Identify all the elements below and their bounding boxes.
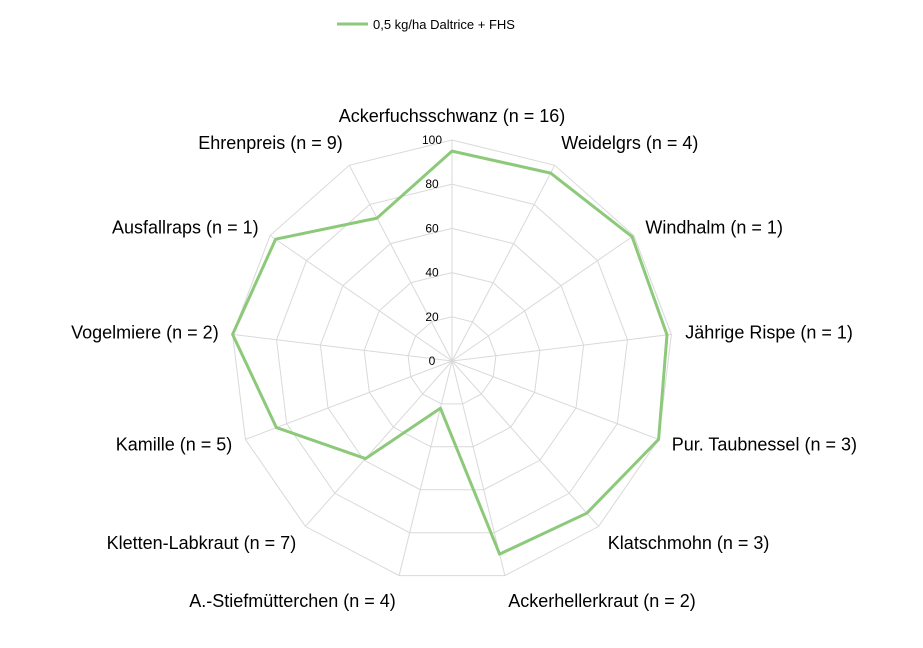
grid-spoke <box>348 165 453 362</box>
grid-spoke <box>451 360 659 440</box>
category-label: Windhalm (n = 1) <box>645 218 783 238</box>
grid-ring-100 <box>232 139 672 577</box>
grid-spoke <box>451 360 506 576</box>
grid-spoke <box>451 165 556 362</box>
grid-spoke <box>269 235 453 362</box>
radial-tick-labels: 0 20 40 60 80 100 <box>422 133 442 368</box>
tick-label: 20 <box>425 310 439 324</box>
category-label: Vogelmiere (n = 2) <box>71 323 219 343</box>
tick-label: 60 <box>425 221 439 235</box>
category-label: Kamille (n = 5) <box>116 434 233 454</box>
grid-spoke <box>232 333 453 362</box>
legend: 0,5 kg/ha Daltrice + FHS <box>337 17 515 32</box>
category-label: Jährige Rispe (n = 1) <box>685 323 853 343</box>
grid-spoke <box>398 360 453 576</box>
category-label: A.-Stiefmütterchen (n = 4) <box>189 591 396 611</box>
tick-label: 40 <box>425 266 439 280</box>
category-label: Kletten-Labkraut (n = 7) <box>107 533 297 553</box>
grid-spoke <box>245 360 453 440</box>
grid-spoke <box>451 235 635 362</box>
category-label: Pur. Taubnessel (n = 3) <box>672 434 857 454</box>
tick-label: 0 <box>429 354 436 368</box>
category-labels: Ackerfuchsschwanz (n = 16) Weidelgrs (n =… <box>71 106 857 611</box>
grid-ring-80 <box>275 183 629 534</box>
category-label: Ehrenpreis (n = 9) <box>198 133 343 153</box>
tick-label: 100 <box>422 133 442 147</box>
series-line <box>231 149 669 556</box>
grid-ring-40 <box>363 272 541 448</box>
grid-spoke <box>451 333 672 362</box>
category-label: Ackerhellerkraut (n = 2) <box>508 591 696 611</box>
legend-entry-label: 0,5 kg/ha Daltrice + FHS <box>373 17 515 32</box>
category-label: Weidelgrs (n = 4) <box>561 133 698 153</box>
category-label: Ausfallraps (n = 1) <box>112 218 259 238</box>
tick-label: 80 <box>425 177 439 191</box>
grid-spoke <box>305 360 453 527</box>
grid-ring-60 <box>319 227 585 491</box>
grid-ring-20 <box>407 316 497 405</box>
grid-spoke <box>451 360 599 527</box>
series <box>231 149 669 556</box>
category-label: Klatschmohn (n = 3) <box>608 533 770 553</box>
grid <box>232 139 672 577</box>
category-label: Ackerfuchsschwanz (n = 16) <box>339 106 566 126</box>
